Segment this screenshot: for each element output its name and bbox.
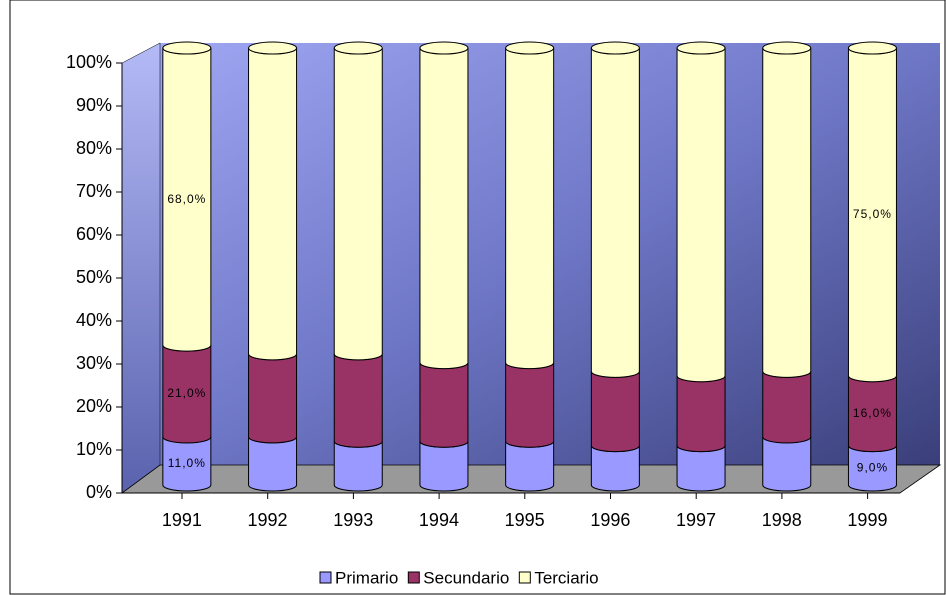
y-tick-label: 80% [76, 138, 112, 158]
bar-segment [333, 47, 383, 361]
bar-top [419, 41, 469, 55]
y-tick-label: 60% [76, 224, 112, 244]
x-tick-label: 1991 [162, 510, 202, 530]
side-wall [121, 42, 161, 494]
bar-segment [505, 441, 555, 492]
y-tick-label: 40% [76, 310, 112, 330]
bar-segment [762, 436, 812, 492]
y-tick-label: 90% [76, 95, 112, 115]
value-label: 9,0% [857, 461, 888, 475]
bar-top [333, 41, 383, 55]
y-tick-label: 70% [76, 181, 112, 201]
bar-top [505, 41, 555, 55]
value-label: 75,0% [853, 207, 892, 221]
y-tick-label: 50% [76, 267, 112, 287]
bar-segment [676, 445, 726, 492]
bar-segment [676, 375, 726, 453]
x-tick-label: 1998 [762, 510, 802, 530]
legend-label: Primario [335, 568, 398, 587]
y-tick-label: 20% [76, 396, 112, 416]
bar-segment [505, 362, 555, 448]
bar-top [676, 41, 726, 55]
legend-label: Terciario [534, 568, 598, 587]
bar-segment [333, 353, 383, 448]
bar-segment [419, 47, 469, 370]
bar-segment [505, 47, 555, 370]
value-label: 68,0% [167, 192, 206, 206]
bar-segment [248, 47, 298, 361]
x-tick-label: 1993 [333, 510, 373, 530]
bar-top [162, 41, 212, 55]
x-tick-label: 1996 [590, 510, 630, 530]
bar-segment [762, 371, 812, 444]
y-tick-label: 10% [76, 439, 112, 459]
legend: Primario Secundario Terciario [319, 568, 599, 587]
bar-segment [590, 445, 640, 492]
bar-segment [248, 436, 298, 492]
legend-swatch [518, 571, 531, 584]
bar-segment [590, 371, 640, 453]
bar-top [248, 41, 298, 55]
legend-swatch [319, 571, 332, 584]
x-tick-label: 1994 [419, 510, 459, 530]
legend-label: Secundario [423, 568, 509, 587]
bar-segment [762, 47, 812, 378]
y-tick-label: 30% [76, 353, 112, 373]
value-label: 16,0% [853, 406, 892, 420]
bar-top [847, 41, 897, 55]
bar-segment [590, 47, 640, 378]
bar-segment [248, 353, 298, 444]
bar-segment [333, 441, 383, 492]
value-label: 11,0% [168, 456, 206, 470]
bar-top [590, 41, 640, 55]
value-label: 21,0% [167, 386, 206, 400]
y-tick-label: 0% [86, 482, 112, 502]
bar-segment [419, 362, 469, 448]
x-tick-label: 1992 [248, 510, 288, 530]
x-tick-label: 1999 [847, 510, 887, 530]
x-tick-label: 1995 [505, 510, 545, 530]
x-tick-label: 1997 [676, 510, 716, 530]
bar-top [762, 41, 812, 55]
bar-segment [676, 47, 726, 383]
y-tick-label: 100% [66, 52, 112, 72]
legend-swatch [407, 571, 420, 584]
bar-segment [419, 441, 469, 492]
